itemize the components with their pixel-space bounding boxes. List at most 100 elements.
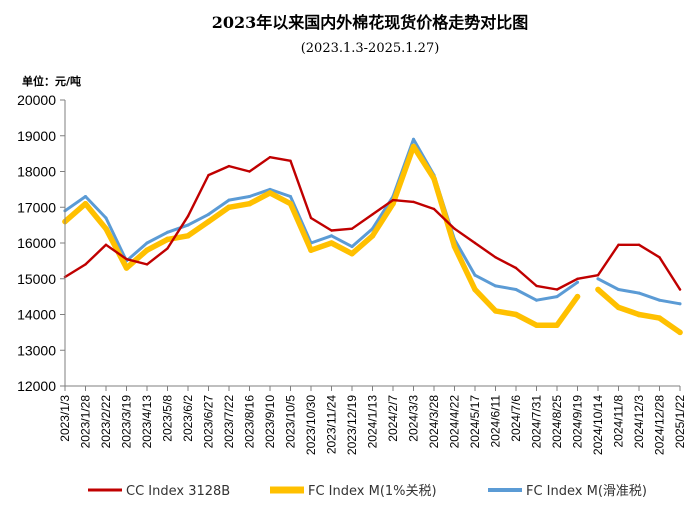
data-point-cc-index (555, 288, 559, 291)
x-tick-label: 2023/4/13 (140, 395, 154, 449)
data-point-cc-index (207, 173, 210, 177)
x-tick-label: 2024/12/28 (653, 395, 667, 455)
x-tick-label: 2024/8/25 (550, 395, 564, 449)
x-tick-label: 2024/3/28 (427, 395, 441, 449)
data-point-fc-index-sliding (514, 288, 518, 291)
data-point-fc-index-1pct (554, 322, 560, 328)
data-point-cc-index (391, 198, 395, 202)
chart-title: 2023年以来国内外棉花现货价格走势对比图 (212, 13, 529, 32)
legend: CC Index 3128B FC Index M(1%关税) FC Index… (88, 484, 647, 499)
data-point-cc-index (227, 164, 231, 168)
legend-item-fc-index-sliding: FC Index M(滑准税) (488, 484, 647, 499)
data-point-fc-index-sliding (658, 298, 661, 302)
data-point-fc-index-1pct (144, 247, 150, 253)
y-tick-label: 17000 (17, 199, 56, 215)
data-point-cc-index (453, 227, 456, 230)
legend-label-fc-index-sliding: FC Index M(滑准税) (526, 484, 647, 499)
y-tick-label: 19000 (17, 128, 56, 144)
data-point-cc-index (125, 257, 128, 261)
data-point-cc-index (186, 215, 190, 218)
data-point-cc-index (248, 170, 251, 173)
data-point-fc-index-1pct (615, 304, 622, 311)
data-point-fc-index-1pct (636, 311, 642, 318)
data-point-fc-index-sliding (145, 241, 149, 245)
data-point-fc-index-sliding (350, 245, 354, 249)
data-point-cc-index (596, 274, 600, 277)
data-point-fc-index-1pct (472, 286, 478, 293)
y-tick-label: 20000 (17, 92, 56, 108)
x-tick-label: 2023/5/8 (161, 395, 175, 442)
x-tick-label: 2023/9/10 (263, 395, 277, 449)
x-tick-label: 2024/2/7 (386, 395, 400, 442)
data-point-cc-index (637, 243, 641, 246)
data-point-fc-index-1pct (205, 218, 212, 225)
data-point-cc-index (104, 243, 108, 246)
data-point-fc-index-sliding (186, 223, 190, 227)
data-point-cc-index (268, 156, 272, 159)
chart-subtitle: (2023.1.3-2025.1.27) (301, 41, 440, 56)
data-point-fc-index-1pct (267, 190, 273, 196)
x-tick-label: 2024/7/6 (509, 395, 523, 442)
data-point-fc-index-1pct (677, 329, 683, 336)
y-axis-unit-label: 单位：元/吨 (22, 74, 81, 88)
x-tick-label: 2024/6/11 (489, 395, 503, 448)
data-point-cc-index (330, 229, 333, 232)
data-point-cc-index (166, 247, 169, 250)
data-point-fc-index-1pct (123, 265, 130, 271)
data-point-fc-index-1pct (103, 225, 109, 232)
x-tick-label: 2023/1/28 (79, 395, 93, 449)
data-point-fc-index-1pct (513, 311, 519, 318)
data-point-fc-index-1pct (574, 293, 581, 300)
data-point-fc-index-sliding (166, 230, 169, 234)
x-tick-label: 2024/7/31 (530, 395, 544, 449)
x-tick-label: 2024/10/14 (591, 395, 605, 455)
x-tick-label: 2023/10/5 (284, 395, 298, 449)
data-point-fc-index-sliding (576, 280, 579, 284)
x-tick-label: 2024/1/13 (366, 395, 380, 449)
x-tick-label: 2024/5/17 (468, 395, 482, 449)
x-tick-label: 2023/10/30 (304, 395, 318, 455)
data-point-fc-index-sliding (494, 284, 497, 288)
data-point-fc-index-sliding (617, 288, 620, 291)
data-point-cc-index (617, 243, 620, 246)
data-point-fc-index-sliding (289, 195, 292, 198)
x-tick-label: 2023/6/27 (202, 395, 216, 449)
data-point-fc-index-1pct (349, 250, 355, 257)
series-fc-index-sliding (63, 137, 682, 306)
legend-label-fc-index-1pct: FC Index M(1%关税) (308, 484, 437, 499)
y-tick-label: 14000 (17, 307, 56, 323)
data-point-cc-index (309, 216, 313, 220)
data-point-cc-index (371, 213, 374, 216)
data-point-fc-index-sliding (84, 195, 87, 198)
x-tick-label: 2024/3/3 (407, 395, 421, 442)
data-point-fc-index-1pct (246, 200, 253, 207)
data-point-cc-index (535, 284, 538, 288)
x-tick-label: 2025/1/22 (673, 395, 687, 449)
data-point-cc-index (473, 241, 477, 245)
x-tick-label: 2024/4/22 (448, 395, 462, 449)
data-point-fc-index-1pct (226, 204, 232, 211)
data-point-fc-index-sliding (104, 216, 108, 220)
legend-item-cc-index: CC Index 3128B (88, 484, 230, 499)
data-point-fc-index-1pct (410, 143, 417, 150)
x-tick-label: 2023/7/22 (222, 395, 236, 449)
y-tick-label: 12000 (17, 378, 56, 394)
data-point-cc-index (494, 256, 497, 259)
series-cc-index (63, 155, 682, 291)
data-point-fc-index-sliding (473, 273, 477, 277)
data-point-fc-index-sliding (330, 234, 333, 238)
y-tick-label: 16000 (17, 235, 56, 251)
x-tick-label: 2023/3/19 (120, 395, 134, 449)
y-tick-label: 13000 (17, 342, 56, 358)
y-tick-label: 18000 (17, 164, 56, 180)
data-point-cc-index (432, 207, 436, 211)
data-point-fc-index-sliding (412, 137, 415, 141)
data-point-fc-index-1pct (369, 233, 376, 239)
series-layer (62, 137, 683, 336)
data-point-fc-index-1pct (287, 200, 294, 207)
data-point-cc-index (678, 288, 682, 291)
data-point-fc-index-1pct (656, 315, 663, 321)
data-point-cc-index (350, 227, 354, 230)
data-point-cc-index (576, 277, 579, 280)
